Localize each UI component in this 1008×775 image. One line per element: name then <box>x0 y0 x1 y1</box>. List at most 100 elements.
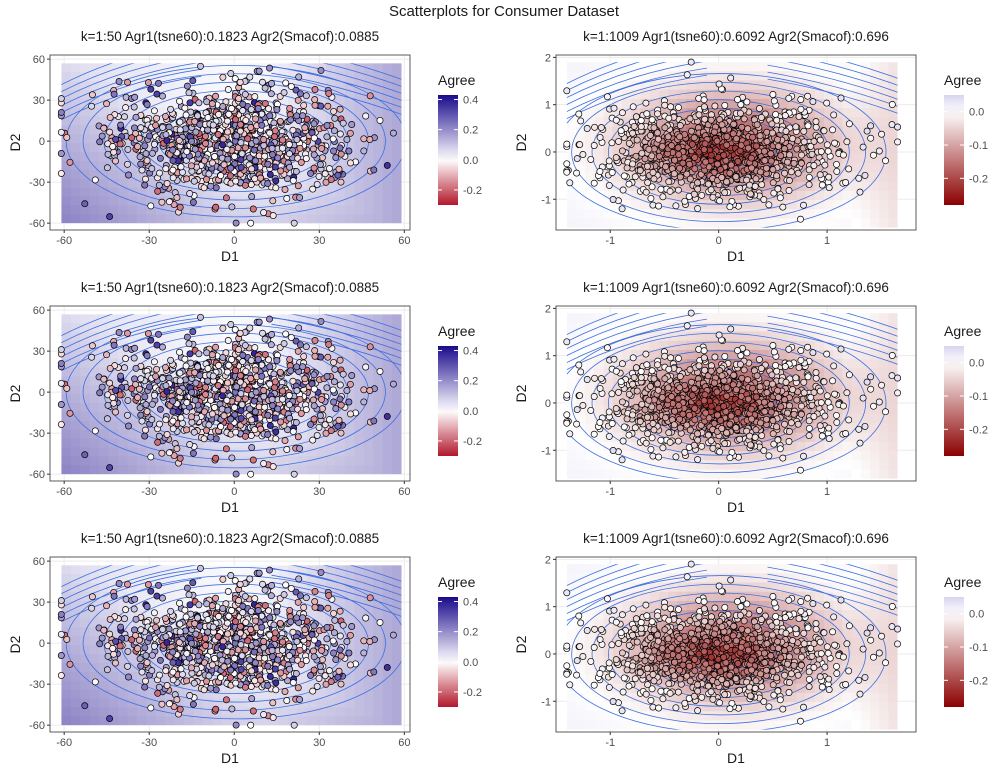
data-point <box>241 144 249 152</box>
field-cell <box>297 331 308 342</box>
field-cell <box>146 340 157 351</box>
field-cell <box>677 181 687 192</box>
field-cell <box>127 411 138 422</box>
field-cell <box>704 218 715 228</box>
field-cell <box>354 152 365 162</box>
data-point <box>655 152 663 160</box>
data-point <box>845 165 853 173</box>
field-cell <box>382 169 393 180</box>
data-point <box>629 129 637 137</box>
field-cell <box>686 89 697 100</box>
field-cell <box>136 205 147 215</box>
data-point <box>727 161 735 169</box>
data-point <box>271 127 279 135</box>
field-cell <box>750 209 761 220</box>
field-cell <box>594 89 605 100</box>
contour-line <box>271 323 402 359</box>
field-cell <box>80 98 91 109</box>
data-point <box>220 161 228 169</box>
field-cell <box>879 209 889 220</box>
data-point <box>297 158 305 166</box>
field-cell <box>603 80 614 91</box>
field-cell <box>307 63 318 73</box>
field-cell <box>174 465 185 475</box>
field-cell <box>89 456 100 466</box>
data-point <box>718 121 726 129</box>
field-cell <box>566 108 577 118</box>
data-point <box>625 139 633 147</box>
field-cell <box>231 214 242 224</box>
field-cell <box>860 200 871 210</box>
field-cell <box>127 187 138 198</box>
field-cell <box>373 394 384 404</box>
data-point <box>641 155 649 163</box>
panel-row1-left: k=1:50 Agr1(tsne60):0.1823 Agr2(Smacof):… <box>0 25 490 273</box>
field-cell <box>118 456 129 466</box>
field-cell <box>316 134 327 144</box>
legend-colorbar <box>438 95 458 205</box>
field-cell <box>759 172 770 183</box>
field-cell <box>61 89 72 100</box>
data-point <box>169 146 177 154</box>
data-point <box>227 164 235 172</box>
legend-tick-label: -0.1 <box>969 140 988 152</box>
field-cell <box>193 187 204 198</box>
field-cell <box>695 181 706 192</box>
field-cell <box>127 205 138 215</box>
field-cell <box>373 107 384 118</box>
data-point <box>212 92 220 100</box>
data-point <box>781 145 789 153</box>
field-cell <box>344 447 355 457</box>
data-point <box>694 179 701 187</box>
data-point <box>124 329 131 337</box>
field-cell <box>686 62 697 72</box>
data-point <box>839 151 847 159</box>
field-cell <box>344 429 355 440</box>
field-cell <box>70 438 81 449</box>
contour-line <box>271 65 402 101</box>
data-point <box>158 449 166 457</box>
field-cell <box>136 116 147 127</box>
field-cell <box>193 205 204 215</box>
field-cell <box>392 376 402 386</box>
field-cell <box>621 62 632 72</box>
data-point <box>290 219 298 227</box>
data-point <box>843 138 851 146</box>
data-point <box>239 100 247 108</box>
field-cell <box>61 367 72 378</box>
data-point <box>196 120 204 128</box>
field-cell <box>231 314 242 324</box>
field-cell <box>392 143 402 153</box>
field-cell <box>70 376 81 386</box>
data-point <box>273 106 281 113</box>
field-cell <box>354 358 365 369</box>
field-cell <box>621 200 632 210</box>
data-point <box>573 155 581 163</box>
field-cell <box>566 126 577 137</box>
data-point <box>721 189 729 197</box>
field-cell <box>649 89 660 100</box>
field-cell <box>89 331 100 342</box>
data-point <box>664 133 672 141</box>
data-point <box>224 86 232 93</box>
data-point <box>339 370 347 378</box>
field-cell <box>118 438 129 449</box>
data-point <box>264 411 272 419</box>
field-cell <box>193 196 204 206</box>
field-cell <box>704 80 715 91</box>
data-point <box>823 99 831 107</box>
field-cell <box>796 172 807 183</box>
data-point <box>845 120 853 128</box>
data-point <box>209 121 217 129</box>
data-point <box>760 147 768 155</box>
data-point <box>383 412 391 420</box>
field-cell <box>193 340 204 351</box>
field-cell <box>146 314 157 324</box>
field-cell <box>851 163 862 174</box>
field-cell <box>363 465 374 475</box>
data-point <box>300 352 308 360</box>
field-cell <box>879 117 889 128</box>
field-cell <box>344 367 355 378</box>
data-point <box>255 318 263 326</box>
field-cell <box>888 80 898 91</box>
